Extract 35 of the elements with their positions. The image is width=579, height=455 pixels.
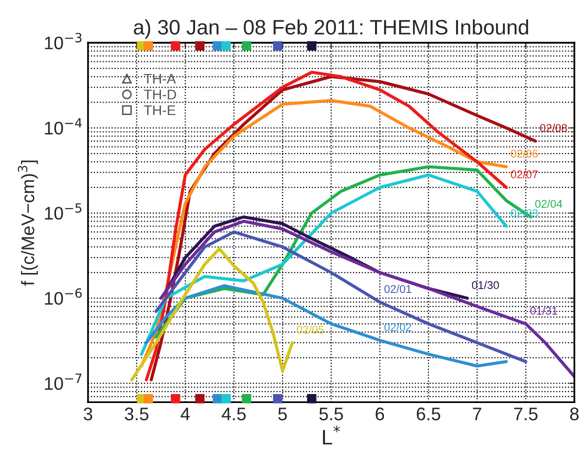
annotation: 02/02 (384, 323, 412, 332)
x-axis-title: L$^{*}$ (323, 426, 340, 444)
x-tick-label: 4.5 (222, 408, 246, 420)
x-tick-label: 8 (570, 408, 579, 420)
annotation: 01/31 (530, 306, 558, 315)
line-series (130, 247, 294, 382)
x-tick-label: 4 (180, 408, 190, 420)
annotation: 02/04 (535, 200, 562, 208)
y-tick-label: 10$^{−4}$ (44, 118, 82, 135)
x-tick-label: 5 (278, 408, 287, 420)
annotation: 02/07 (510, 170, 538, 178)
x-tick-label: 7 (473, 408, 482, 420)
line-series (159, 220, 574, 378)
legend-label: TH-E (144, 105, 176, 115)
chart-title: a) 30 Jan – 08 Feb 2011: THEMIS Inbound (134, 19, 528, 39)
annotation: 01/30 (472, 280, 499, 290)
line-series (140, 173, 508, 356)
x-tick-label: 6.5 (416, 408, 440, 420)
legend-label: TH-A (144, 74, 176, 84)
y-axis-title: f [(c/MeV−cm)$^{3}$] (18, 160, 38, 286)
x-tick-label: 3 (84, 408, 92, 420)
y-tick-label: 10$^{−3}$ (44, 32, 82, 50)
annotation: 02/06 (510, 149, 538, 158)
y-tick-label: 10$^{−7}$ (44, 374, 82, 390)
x-tick-label: 6 (376, 408, 384, 420)
annotation: 02/01 (384, 284, 412, 293)
y-tick-label: 10$^{−5}$ (44, 203, 82, 220)
annotation: 02/08 (540, 124, 567, 132)
x-tick-label: 7.5 (514, 408, 538, 420)
x-tick-label: 3.5 (124, 408, 148, 420)
x-tick-label: 5.5 (319, 408, 343, 420)
line-series (154, 230, 528, 364)
legend-label: TH-D (144, 90, 176, 100)
y-tick-label: 10$^{−6}$ (44, 288, 82, 305)
annotation: 02/05 (296, 325, 324, 334)
